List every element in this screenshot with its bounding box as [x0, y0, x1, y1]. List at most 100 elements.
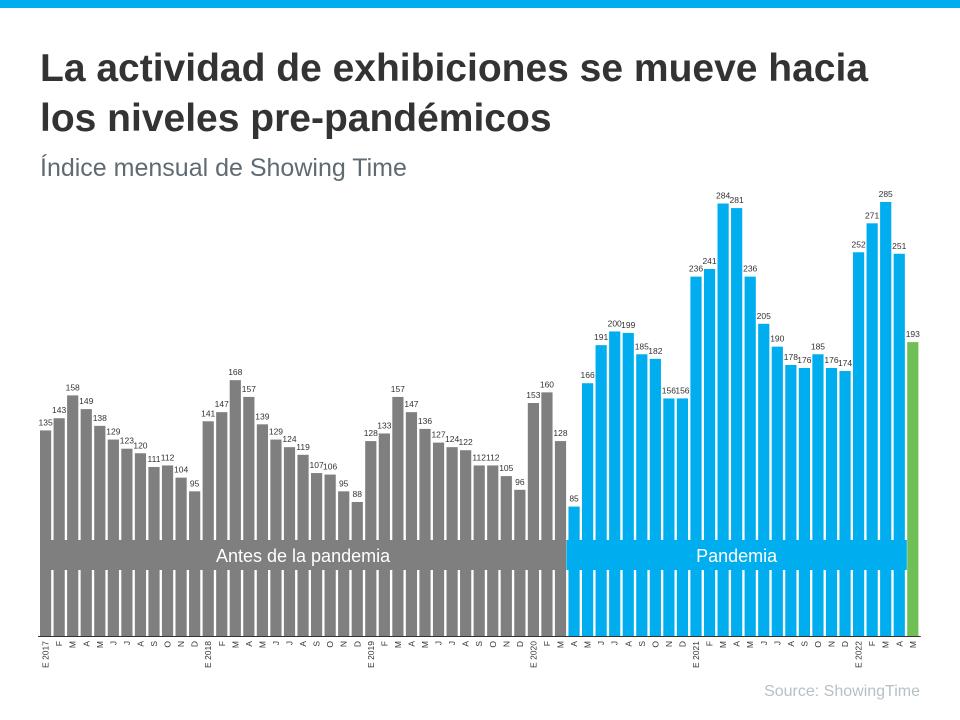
x-tick-label: M	[393, 641, 403, 648]
data-label: 124	[282, 434, 296, 444]
period-label: Pandemia	[696, 546, 778, 566]
data-label: 95	[190, 478, 200, 488]
period-band	[566, 540, 907, 570]
bar	[771, 346, 783, 636]
x-tick-label: A	[732, 641, 742, 647]
x-tick-label: M	[583, 641, 593, 648]
x-tick-label: D	[515, 641, 525, 647]
x-tick-label: J	[271, 641, 281, 645]
bar	[582, 383, 594, 636]
x-tick-label: A	[298, 641, 308, 647]
x-tick-label: E 2017	[41, 641, 51, 668]
bar	[541, 392, 553, 636]
x-tick-label: J	[285, 641, 295, 645]
data-label: 191	[594, 332, 608, 342]
data-label: 147	[215, 399, 229, 409]
bar	[825, 367, 838, 636]
top-accent-bar	[0, 0, 960, 8]
bar	[731, 208, 743, 636]
data-label: 128	[553, 428, 567, 438]
x-tick-label: M	[230, 641, 240, 648]
data-label: 285	[879, 189, 893, 199]
data-label: 241	[702, 256, 716, 266]
bar	[907, 342, 919, 636]
x-tick-label: J	[108, 641, 118, 645]
data-label: 251	[892, 241, 906, 251]
x-tick-label: M	[420, 641, 430, 648]
x-tick-label: D	[840, 641, 850, 647]
bar	[812, 354, 824, 636]
x-tick-label: A	[786, 641, 796, 647]
x-tick-label: N	[827, 641, 837, 647]
data-label: 85	[569, 494, 579, 504]
bar	[94, 425, 106, 636]
data-label: 182	[648, 346, 662, 356]
x-tick-label: A	[461, 641, 471, 647]
bar	[839, 371, 851, 636]
bar	[690, 276, 702, 636]
data-label: 138	[93, 413, 107, 423]
data-label: 105	[499, 463, 513, 473]
x-tick-label: S	[312, 641, 322, 647]
x-tick-label: A	[135, 641, 145, 647]
x-tick-label: S	[474, 641, 484, 647]
x-tick-label: E 2018	[203, 641, 213, 668]
data-label: 112	[161, 452, 175, 462]
data-label: 149	[79, 396, 93, 406]
data-label: 123	[120, 436, 134, 446]
data-label: 236	[689, 264, 703, 274]
x-tick-label: J	[122, 641, 132, 645]
data-label: 178	[784, 352, 798, 362]
bar	[554, 441, 567, 636]
x-tick-label: F	[54, 641, 64, 646]
bar	[866, 223, 878, 636]
x-tick-label: A	[894, 641, 904, 647]
x-tick-label: N	[176, 641, 186, 647]
bar	[80, 409, 92, 636]
source-note: Source: ShowingTime	[764, 683, 920, 700]
data-label: 158	[66, 382, 80, 392]
x-tick-label: F	[705, 641, 715, 646]
bar	[785, 364, 797, 636]
bar	[392, 396, 404, 636]
data-label: 88	[353, 489, 363, 499]
x-tick-label: M	[95, 641, 105, 648]
data-label: 281	[730, 195, 744, 205]
data-label: 153	[526, 390, 540, 400]
data-label: 157	[242, 384, 256, 394]
bar	[67, 395, 79, 636]
data-label: 200	[608, 318, 622, 328]
x-tick-label: F	[217, 641, 227, 646]
x-tick-label: M	[68, 641, 78, 648]
data-label: 160	[540, 379, 554, 389]
bar	[717, 203, 729, 636]
data-label: 147	[404, 399, 418, 409]
data-label: 133	[377, 420, 391, 430]
x-tick-label: D	[677, 641, 687, 647]
bar	[853, 252, 865, 636]
x-tick-label: F	[867, 641, 877, 646]
data-label: 139	[255, 411, 269, 421]
x-tick-label: J	[772, 641, 782, 645]
x-tick-label: E 2021	[691, 641, 701, 668]
data-label: 120	[133, 440, 147, 450]
x-tick-label: A	[81, 641, 91, 647]
bar	[649, 358, 661, 636]
data-label: 95	[339, 478, 349, 488]
x-tick-label: A	[623, 641, 633, 647]
x-tick-label: A	[244, 641, 254, 647]
x-tick-label: M	[745, 641, 755, 648]
x-tick-label: D	[352, 641, 362, 647]
data-label: 168	[228, 367, 242, 377]
data-label: 136	[418, 416, 432, 426]
data-label: 104	[174, 465, 188, 475]
data-label: 128	[364, 428, 378, 438]
x-tick-label: A	[406, 641, 416, 647]
bar	[744, 276, 756, 636]
x-tick-label: E 2022	[854, 641, 864, 668]
bar	[419, 428, 431, 636]
data-label: 185	[635, 341, 649, 351]
bar	[622, 332, 634, 636]
page-title: La actividad de exhibiciones se mueve ha…	[40, 47, 869, 140]
bar	[216, 412, 228, 636]
